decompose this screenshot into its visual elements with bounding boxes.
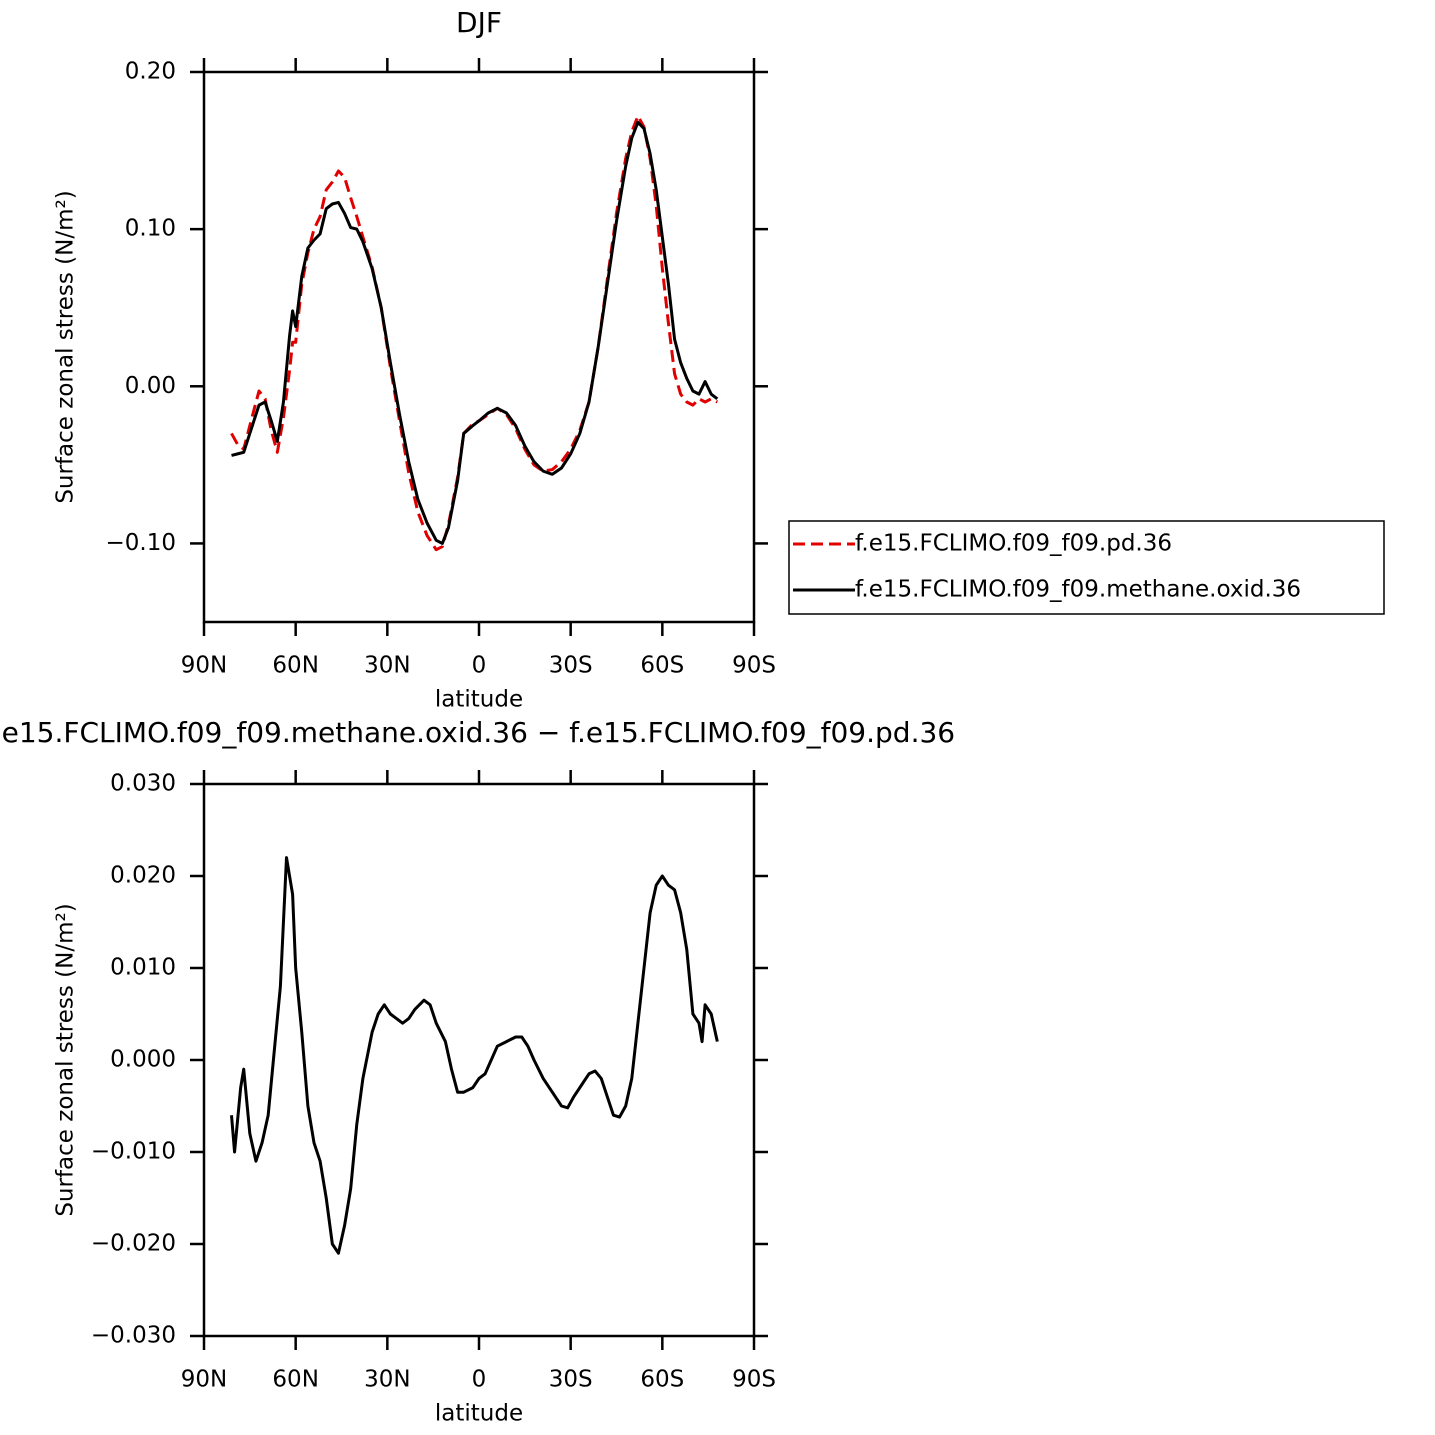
y-tick-label: −0.020 [91, 1231, 176, 1257]
x-tick-label: 60S [640, 653, 684, 679]
y-axis-label: Surface zonal stress (N/m²) [53, 903, 79, 1216]
x-tick-label: 60N [272, 653, 318, 679]
legend-box [788, 520, 1385, 615]
x-tick-label: 60S [640, 1367, 684, 1393]
chart-title: f.e15.FCLIMO.f09_f09.methane.oxid.36 − f… [0, 716, 955, 749]
legend-label: f.e15.FCLIMO.f09_f09.methane.oxid.36 [855, 577, 1301, 603]
x-axis-label: latitude [435, 687, 523, 713]
x-axis-label: latitude [435, 1401, 523, 1427]
y-axis-label: Surface zonal stress (N/m²) [53, 190, 79, 503]
x-tick-label: 90N [181, 653, 227, 679]
y-tick-label: 0.000 [110, 1047, 176, 1073]
y-tick-label: −0.10 [106, 530, 176, 556]
legend-label: f.e15.FCLIMO.f09_f09.pd.36 [855, 531, 1172, 557]
x-tick-label: 90N [181, 1367, 227, 1393]
series-line [230, 856, 719, 1255]
x-tick-label: 0 [472, 1367, 487, 1393]
x-tick-label: 90S [732, 1367, 776, 1393]
x-tick-label: 60N [272, 1367, 318, 1393]
chart-title: DJF [456, 6, 502, 39]
x-tick-label: 30N [364, 653, 410, 679]
y-tick-label: 0.020 [110, 863, 176, 889]
y-tick-label: 0.010 [110, 955, 176, 981]
series-line [231, 120, 719, 545]
y-tick-label: 0.00 [125, 373, 176, 399]
x-tick-label: 30S [549, 653, 593, 679]
y-tick-label: 0.030 [110, 771, 176, 797]
y-tick-label: 0.20 [125, 59, 176, 85]
x-tick-label: 30N [364, 1367, 410, 1393]
series-line [230, 114, 719, 552]
x-tick-label: 90S [732, 653, 776, 679]
y-tick-label: 0.10 [125, 216, 176, 242]
y-tick-label: −0.010 [91, 1139, 176, 1165]
x-tick-label: 0 [472, 653, 487, 679]
x-tick-label: 30S [549, 1367, 593, 1393]
y-tick-label: −0.030 [91, 1323, 176, 1349]
plot-frame [202, 70, 756, 624]
